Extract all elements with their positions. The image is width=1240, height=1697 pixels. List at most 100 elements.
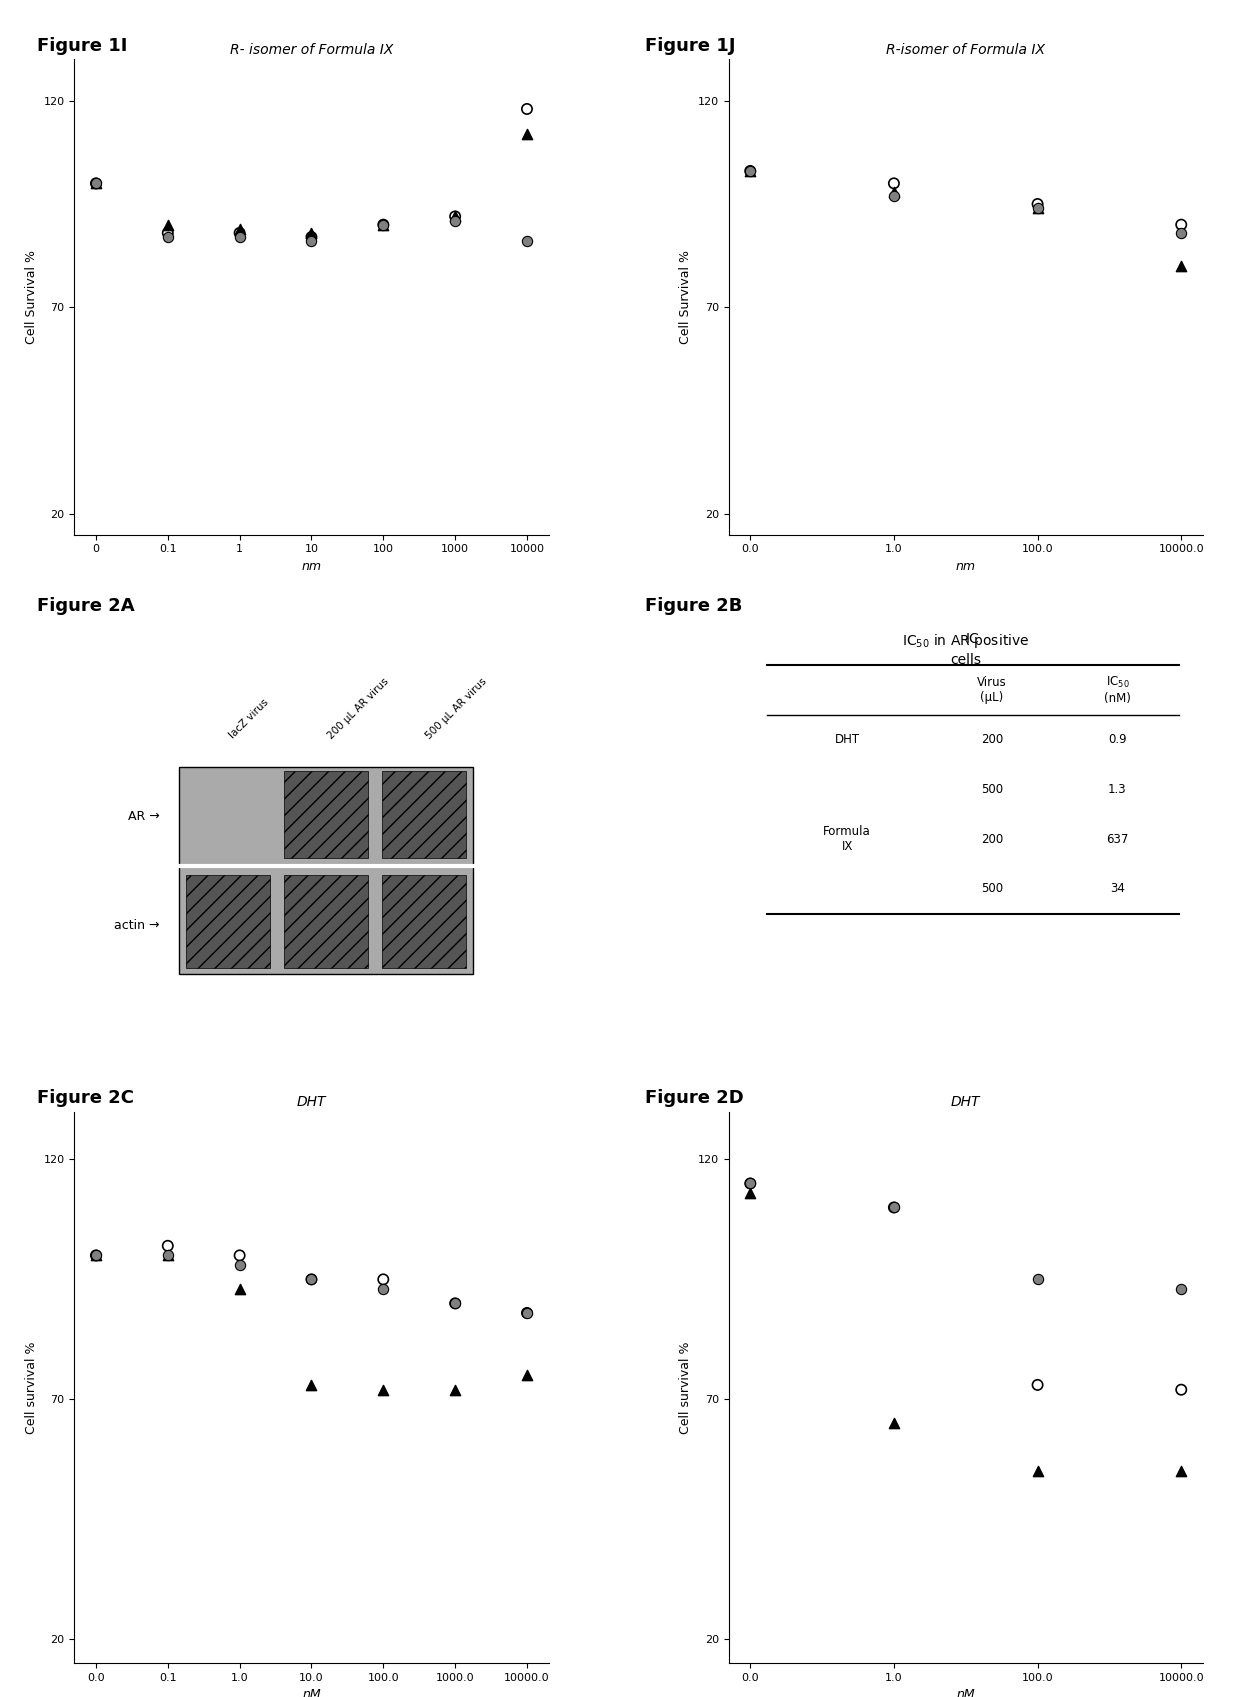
Bar xyxy=(284,770,367,859)
Point xyxy=(86,1242,105,1269)
Point xyxy=(157,1232,177,1259)
Text: Figure 2A: Figure 2A xyxy=(37,597,135,616)
Text: 200: 200 xyxy=(981,733,1003,747)
Point xyxy=(373,1266,393,1293)
Bar xyxy=(179,767,472,974)
Title: DHT: DHT xyxy=(296,1095,326,1108)
X-axis label: nm: nm xyxy=(301,560,321,574)
Point xyxy=(740,158,760,185)
Point xyxy=(517,1361,537,1388)
Point xyxy=(301,224,321,251)
Point xyxy=(740,1169,760,1196)
Point xyxy=(157,224,177,251)
Title: R-isomer of Formula IX: R-isomer of Formula IX xyxy=(887,42,1045,56)
Point xyxy=(301,227,321,255)
Point xyxy=(1028,1371,1048,1398)
Text: 500: 500 xyxy=(981,782,1003,796)
Text: 1.3: 1.3 xyxy=(1109,782,1127,796)
Point xyxy=(157,219,177,246)
Point xyxy=(229,1251,249,1278)
Point xyxy=(301,219,321,246)
Point xyxy=(373,210,393,238)
Text: Figure 2B: Figure 2B xyxy=(645,597,743,616)
X-axis label: nm: nm xyxy=(956,560,976,574)
Text: 0.9: 0.9 xyxy=(1109,733,1127,747)
Point xyxy=(884,170,904,197)
Point xyxy=(157,1242,177,1269)
Bar xyxy=(186,874,269,967)
Point xyxy=(1028,195,1048,222)
Point xyxy=(1172,219,1192,246)
Text: Figure 1I: Figure 1I xyxy=(37,37,128,56)
Point xyxy=(1028,1266,1048,1293)
Point xyxy=(301,1266,321,1293)
Point xyxy=(373,1276,393,1303)
Text: 500 μL AR virus: 500 μL AR virus xyxy=(424,675,489,740)
Text: DHT: DHT xyxy=(835,733,859,747)
Text: Figure 2D: Figure 2D xyxy=(645,1089,744,1108)
Text: Figure 2C: Figure 2C xyxy=(37,1089,134,1108)
Point xyxy=(1028,195,1048,222)
Point xyxy=(1172,1458,1192,1485)
Text: AR →: AR → xyxy=(128,809,160,823)
Point xyxy=(373,210,393,238)
Text: 637: 637 xyxy=(1106,833,1128,845)
Y-axis label: Cell survival %: Cell survival % xyxy=(680,1341,692,1434)
Point xyxy=(740,1169,760,1196)
Point xyxy=(86,170,105,197)
Point xyxy=(1028,1458,1048,1485)
Point xyxy=(373,210,393,238)
Point xyxy=(301,1266,321,1293)
Point xyxy=(884,1195,904,1222)
Point xyxy=(1172,1276,1192,1303)
Point xyxy=(740,158,760,185)
Point xyxy=(445,204,465,231)
Bar xyxy=(382,770,465,859)
Point xyxy=(445,204,465,231)
Point xyxy=(517,1300,537,1327)
Point xyxy=(517,227,537,255)
Text: IC: IC xyxy=(966,633,980,647)
Text: lacZ virus: lacZ virus xyxy=(228,697,270,740)
Text: 200: 200 xyxy=(981,833,1003,845)
Point xyxy=(445,1376,465,1403)
Point xyxy=(1172,210,1192,238)
Point xyxy=(86,170,105,197)
Point xyxy=(229,1276,249,1303)
Text: actin →: actin → xyxy=(114,920,160,932)
Text: Virus
(μL): Virus (μL) xyxy=(977,675,1007,704)
Point xyxy=(740,158,760,185)
Point xyxy=(86,170,105,197)
Point xyxy=(1172,253,1192,280)
Point xyxy=(1028,190,1048,217)
X-axis label: nM: nM xyxy=(303,1689,321,1697)
Y-axis label: Cell Survival %: Cell Survival % xyxy=(680,249,692,344)
Text: 34: 34 xyxy=(1110,882,1125,896)
Point xyxy=(229,1242,249,1269)
Point xyxy=(229,219,249,246)
Title: R- isomer of Formula IX: R- isomer of Formula IX xyxy=(229,42,393,56)
Bar xyxy=(284,874,367,967)
Point xyxy=(517,1300,537,1327)
Bar xyxy=(382,874,465,967)
Point xyxy=(884,182,904,209)
Y-axis label: Cell Survival %: Cell Survival % xyxy=(25,249,38,344)
Text: Figure 1J: Figure 1J xyxy=(645,37,735,56)
Text: 200 μL AR virus: 200 μL AR virus xyxy=(326,675,391,740)
Point xyxy=(86,1242,105,1269)
Point xyxy=(884,1195,904,1222)
Text: IC$_{50}$ in AR positive
cells: IC$_{50}$ in AR positive cells xyxy=(901,633,1029,667)
X-axis label: nM: nM xyxy=(956,1689,975,1697)
Point xyxy=(157,1242,177,1269)
Point xyxy=(884,1410,904,1437)
Text: Formula
IX: Formula IX xyxy=(823,825,870,854)
Point xyxy=(445,1290,465,1317)
Point xyxy=(517,95,537,122)
Title: DHT: DHT xyxy=(951,1095,981,1108)
Point xyxy=(445,207,465,234)
Point xyxy=(229,224,249,251)
Point xyxy=(301,1371,321,1398)
Point xyxy=(445,1290,465,1317)
Point xyxy=(373,1376,393,1403)
Text: 500: 500 xyxy=(981,882,1003,896)
